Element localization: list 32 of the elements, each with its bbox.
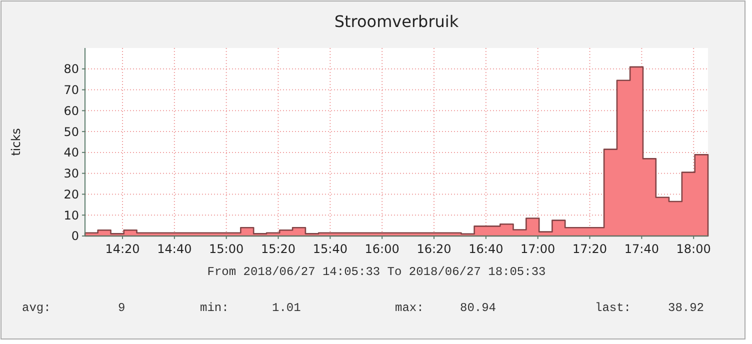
y-tick-label: 10 [64,208,79,222]
x-tick-label: 17:20 [572,242,608,256]
y-tick-label: 20 [64,187,79,202]
y-tick-label: 60 [64,104,79,118]
y-tick-label: 30 [64,166,79,181]
text: min: [200,301,229,315]
x-axis-title: From 2018/06/27 14:05:33 To 2018/06/27 18:05:33 [207,265,546,279]
text: 9 [118,301,126,315]
x-tick-label: 16:40 [468,242,504,256]
text: 38.92 [668,301,704,315]
y-tick-label: 40 [64,146,79,160]
x-tick-label: 17:40 [624,242,659,256]
y-tick-label: 70 [64,82,79,97]
chart-title: Stroomverbruik [334,12,460,31]
text: max: [395,301,424,315]
text: last: [595,301,632,315]
x-tick-label: 15:00 [209,242,244,256]
text: 80.94 [460,301,496,315]
x-tick-label: 14:20 [105,242,140,256]
x-tick-label: 16:20 [416,242,452,256]
x-tick-label: 17:00 [520,242,556,256]
y-tick-label: 80 [64,62,79,76]
x-tick-label: 16:00 [364,242,400,256]
y-tick-label: 0 [71,229,79,244]
y-axis-title: ticks [9,128,23,156]
y-tick-label: 50 [64,124,79,139]
x-tick-label: 18:00 [676,242,711,256]
x-tick-label: 15:40 [312,242,348,256]
text: avg: [22,301,51,315]
text: 1.01 [272,301,301,315]
x-tick-label: 14:40 [157,242,192,256]
x-tick-label: 15:20 [260,242,296,256]
